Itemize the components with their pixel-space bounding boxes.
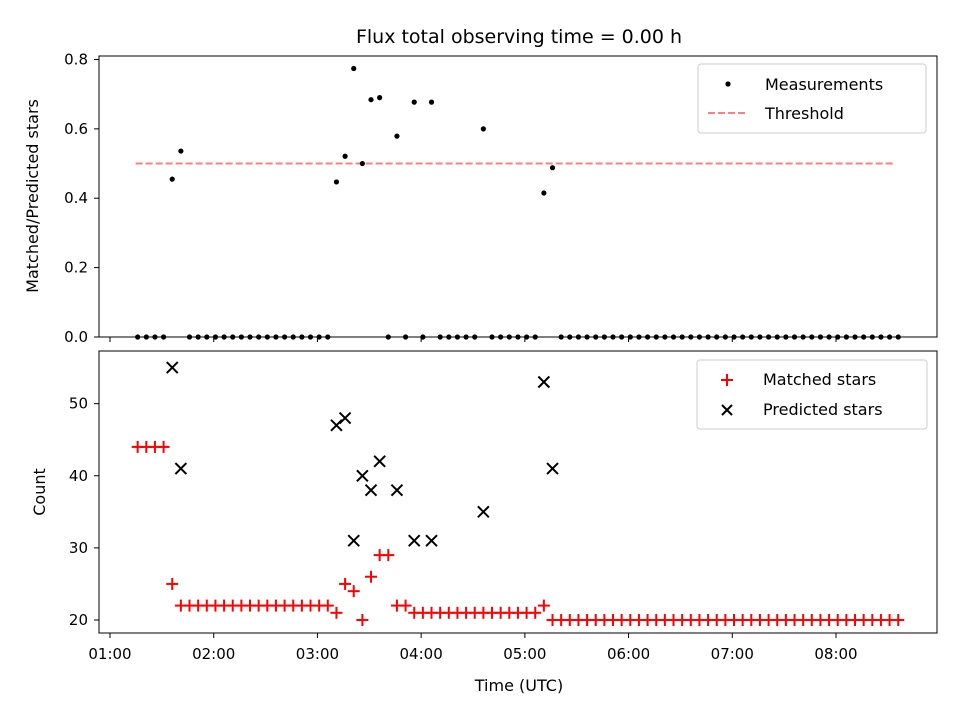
predicted-star-point: [425, 534, 438, 547]
matched-star-point: [347, 585, 360, 598]
legend-predicted-label: Predicted stars: [763, 400, 883, 419]
predicted-star-point: [330, 419, 343, 432]
predicted-star-point: [174, 462, 188, 475]
chart-title: Flux total observing time = 0.00 h: [356, 26, 682, 48]
bottom-plot-marks: [131, 361, 905, 627]
measurement-point: [428, 99, 435, 105]
predicted-star-point: [537, 375, 551, 389]
predicted-star-point: [373, 455, 386, 468]
predicted-star-point: [364, 483, 378, 497]
bottom-plot-frame: [98, 350, 938, 634]
measurement-point: [541, 190, 547, 196]
measurement-point: [394, 133, 400, 139]
measurement-point: [480, 126, 486, 132]
bottom-y-tick-label: 20: [69, 611, 88, 629]
bottom-y-tick-label: 40: [69, 467, 88, 485]
measurement-point: [351, 65, 357, 72]
predicted-star-point: [477, 505, 490, 519]
bottom-y-ticks: 20 30 40 50: [69, 395, 99, 629]
predicted-star-point: [390, 483, 404, 497]
matched-star-point: [529, 606, 542, 619]
measurement-point: [377, 95, 383, 101]
legend-matched-marker: [721, 374, 733, 386]
predicted-star-point: [408, 534, 421, 547]
bottom-legend-box: [696, 359, 928, 430]
matched-star-point: [382, 549, 395, 562]
legend-measurements-label: Measurements: [765, 75, 883, 94]
bottom-x-tick-label: 01:00: [88, 645, 131, 663]
measurement-point: [411, 99, 417, 105]
measurement-point: [333, 179, 340, 185]
top-legend: Measurements Threshold: [697, 63, 927, 134]
bottom-legend: Matched stars Predicted stars: [696, 359, 928, 430]
top-legend-box: [697, 63, 927, 134]
measurement-point: [368, 97, 374, 103]
top-y-tick-label: 0.0: [64, 328, 88, 346]
top-y-tick-label: 0.2: [64, 259, 88, 277]
matched-star-point: [537, 599, 550, 612]
matched-star-point: [365, 570, 378, 583]
top-plot-frame: [98, 55, 938, 338]
measurement-point: [359, 160, 365, 167]
top-y-ticks: 0.0 0.2 0.4 0.6 0.8: [64, 50, 99, 346]
top-y-axis-label: Matched/Predicted stars: [23, 99, 42, 293]
bottom-x-tick-label: 02:00: [192, 645, 235, 663]
matched-star-point: [399, 599, 412, 612]
matched-star-point: [330, 606, 343, 619]
matched-star-point: [892, 614, 905, 627]
bottom-x-tick-label: 04:00: [400, 645, 443, 663]
predicted-star-point: [347, 534, 360, 547]
bottom-x-tick-label: 05:00: [503, 645, 546, 663]
legend-predicted-marker: [721, 404, 733, 416]
legend-measurements-marker: [725, 81, 731, 87]
bottom-y-tick-label: 50: [69, 395, 88, 413]
top-y-tick-label: 0.8: [64, 50, 88, 68]
measurement-point: [342, 153, 348, 159]
matched-star-point: [339, 577, 352, 590]
top-y-tick-label: 0.4: [64, 189, 88, 207]
bottom-x-ticks: 01:00 02:00 03:00 04:00 05:00 06:00 07:00 08:00: [88, 633, 858, 663]
flux-ratio-panel: Flux total observing time = 0.00 h Match…: [23, 26, 938, 346]
predicted-star-point: [546, 462, 559, 475]
star-count-panel: Count Time (UTC) 20 30 40 50 01:00 02:00 03:0…: [30, 350, 938, 695]
bottom-y-axis-label: Count: [30, 468, 49, 516]
matched-star-point: [356, 614, 369, 627]
predicted-star-point: [166, 361, 179, 374]
bottom-x-tick-label: 07:00: [711, 645, 754, 663]
measurement-point: [549, 165, 556, 171]
legend-matched-label: Matched stars: [763, 370, 876, 389]
matched-star-point: [166, 577, 179, 590]
matched-star-point: [321, 599, 334, 612]
legend-threshold-label: Threshold: [764, 104, 844, 123]
measurement-point: [169, 176, 175, 182]
bottom-x-axis-label: Time (UTC): [474, 676, 563, 695]
bottom-x-tick-label: 08:00: [814, 645, 857, 663]
bottom-y-tick-label: 30: [69, 539, 88, 557]
matched-star-point: [157, 440, 170, 453]
top-y-tick-label: 0.6: [64, 120, 88, 138]
predicted-star-point: [338, 411, 352, 425]
bottom-x-tick-label: 06:00: [607, 645, 650, 663]
predicted-star-point: [356, 469, 369, 482]
measurement-point: [178, 148, 184, 154]
bottom-x-tick-label: 03:00: [296, 645, 339, 663]
